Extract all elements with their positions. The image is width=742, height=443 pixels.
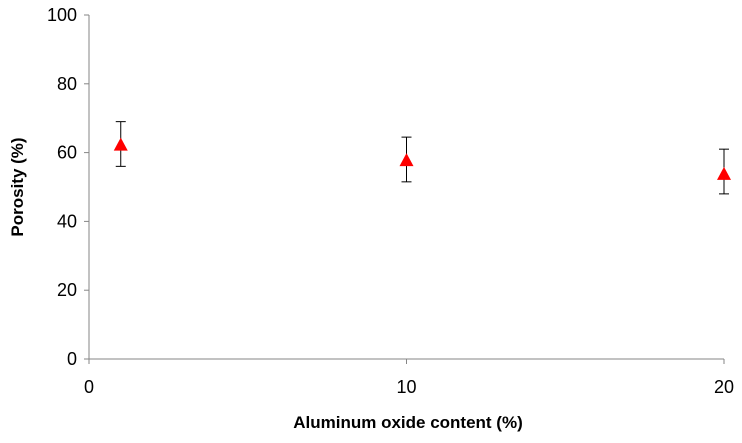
y-tick-label: 80 [57,74,77,94]
data-point-triangle [717,167,731,180]
data-series [114,122,731,194]
y-tick-label: 60 [57,143,77,163]
y-tick-label: 40 [57,211,77,231]
axes [84,15,724,364]
x-tick-label: 10 [396,377,416,397]
x-axis-title: Aluminum oxide content (%) [293,413,523,432]
data-point-triangle [400,153,414,166]
x-tick-label: 0 [84,377,94,397]
x-tick-label: 20 [714,377,734,397]
y-axis-title: Porosity (%) [8,137,27,236]
y-tick-label: 100 [47,5,77,25]
tick-labels: 0 20 40 60 80 100 0 10 20 [47,5,734,397]
y-tick-label: 20 [57,280,77,300]
y-tick-label: 0 [67,349,77,369]
data-point-triangle [114,138,128,151]
